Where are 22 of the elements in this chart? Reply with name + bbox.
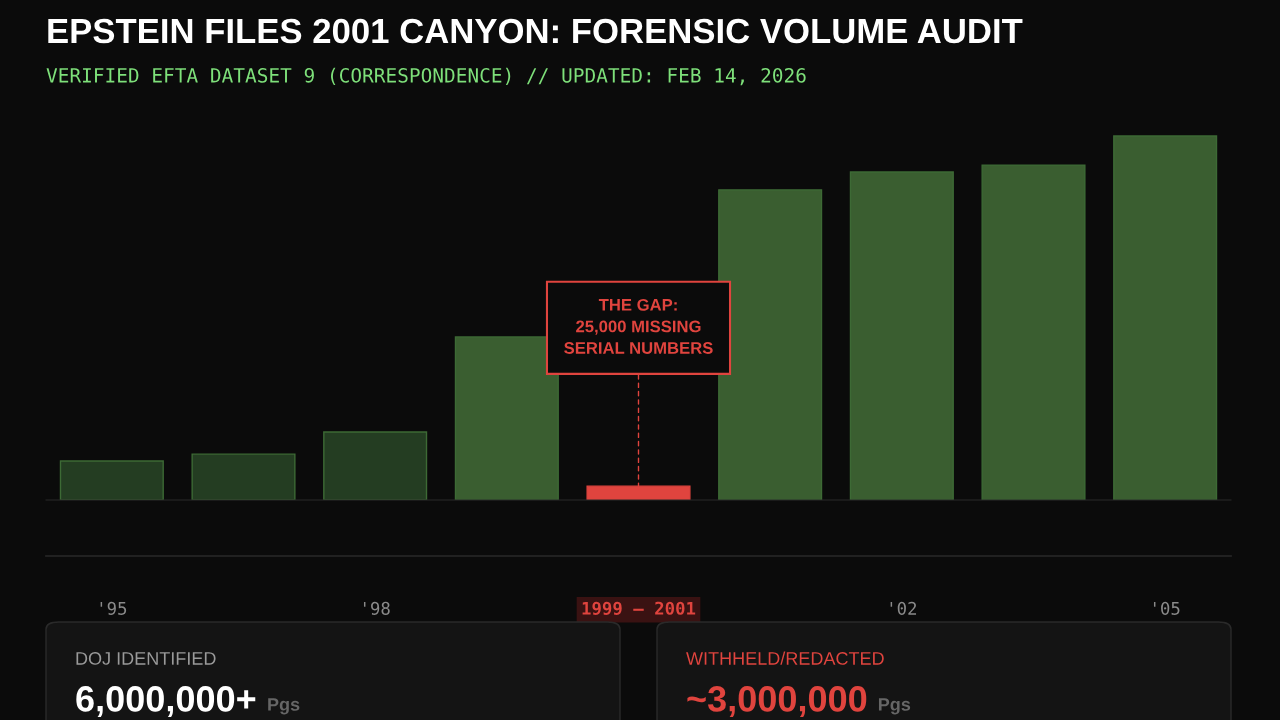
annotation: THE GAP: 25,000 MISSING SERIAL NUMBERS	[564, 298, 713, 354]
text: DOJ IDENTIFIED	[76, 652, 216, 665]
chart-subtitle: VERIFIED EFTA DATASET 9 (CORRESPONDENCE) // UPDATED: FEB 14, 2026	[46, 67, 806, 86]
bar	[981, 164, 1086, 500]
bar	[59, 460, 164, 500]
bar	[849, 171, 954, 500]
bar	[323, 431, 428, 500]
bar	[191, 453, 296, 500]
text: Pgs	[268, 698, 300, 715]
x-tick-label: 1999 – 2001	[582, 601, 696, 615]
bar	[718, 189, 823, 500]
text: Pgs	[878, 698, 911, 715]
x-tick-label: '02	[890, 601, 917, 615]
x-tick-label: '98	[363, 601, 390, 615]
x-tick-label: '95	[100, 601, 127, 615]
text: 6,000,000+	[76, 686, 256, 717]
text: WITHHELD/REDACTED	[686, 651, 884, 665]
bar	[454, 336, 559, 500]
x-tick-label: '05	[1153, 601, 1180, 615]
text: ~3,000,000	[687, 686, 867, 717]
bar	[1113, 135, 1218, 500]
chart-title: EPSTEIN FILES 2001 CANYON: FORENSIC VOLUME AUDIT	[48, 18, 1023, 44]
